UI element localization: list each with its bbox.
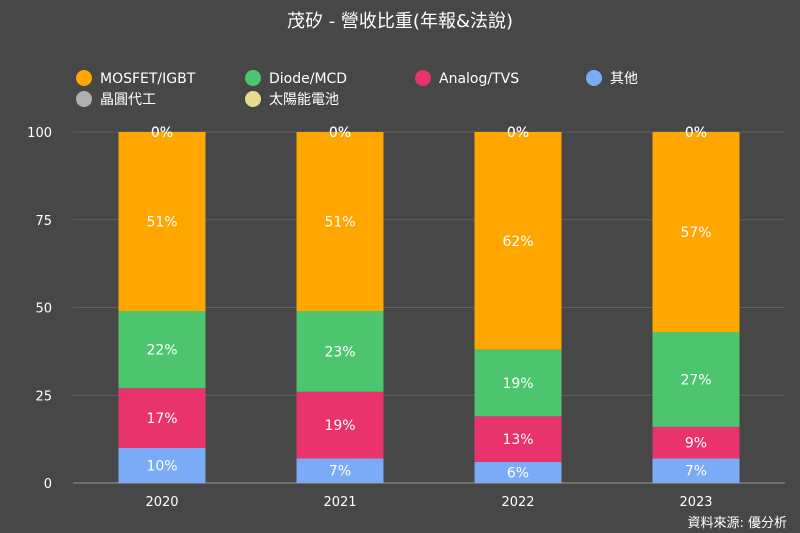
data-label-2020-diode-mcd: 22% (146, 343, 177, 359)
legend-marker-analog-tvs (415, 70, 431, 86)
legend-marker-太陽能電池 (245, 91, 261, 107)
data-label-2020-太陽能電池: 0% (151, 125, 173, 141)
y-tick-label-0: 0 (44, 477, 52, 492)
data-label-2023-mosfet-igbt: 57% (680, 225, 711, 241)
y-tick-label-25: 25 (35, 389, 52, 404)
legend-label-analog-tvs: Analog/TVS (439, 71, 519, 87)
bar-2020-mosfet-igbt (118, 132, 206, 312)
data-label-2022-diode-mcd: 19% (502, 376, 533, 392)
bar-2023-diode-mcd (652, 332, 740, 427)
data-label-2022-晶圓代工: 0% (507, 125, 529, 141)
data-label-2022-太陽能電池: 0% (507, 125, 529, 141)
bar-2020-diode-mcd (118, 311, 206, 389)
data-label-2023-太陽能電池: 0% (685, 125, 707, 141)
legend-label-diode-mcd: Diode/MCD (269, 71, 347, 87)
data-label-2022-mosfet-igbt: 62% (502, 234, 533, 250)
data-label-2020-晶圓代工: 0% (151, 125, 173, 141)
bar-2021-diode-mcd (296, 311, 384, 392)
bar-2022-mosfet-igbt (474, 132, 562, 350)
x-tick-label-2022: 2022 (501, 495, 534, 510)
data-label-2021-analog-tvs: 19% (324, 418, 355, 434)
legend-label-其他: 其他 (610, 71, 638, 87)
x-tick-label-2023: 2023 (679, 495, 712, 510)
legend-label-太陽能電池: 太陽能電池 (269, 92, 339, 108)
legend-marker-晶圓代工 (76, 91, 92, 107)
x-tick-label-2021: 2021 (323, 495, 356, 510)
bar-2023-其他 (652, 458, 740, 483)
data-label-2020-其他: 10% (146, 458, 177, 474)
legend-marker-其他 (586, 70, 602, 86)
y-tick-label-75: 75 (35, 214, 52, 229)
legend-label-晶圓代工: 晶圓代工 (100, 92, 156, 108)
bar-2020-其他 (118, 447, 206, 483)
data-label-2021-mosfet-igbt: 51% (324, 215, 355, 231)
chart-title: 茂矽 - 營收比重(年報&法說) (287, 11, 513, 32)
legend-marker-diode-mcd (245, 70, 261, 86)
bar-2021-analog-tvs (296, 391, 384, 459)
data-label-2022-analog-tvs: 13% (502, 432, 533, 448)
bar-2022-其他 (474, 461, 562, 483)
y-tick-label-50: 50 (35, 302, 52, 317)
x-tick-label-2020: 2020 (145, 495, 178, 510)
data-label-2023-其他: 7% (685, 464, 707, 480)
legend-marker-mosfet-igbt (76, 70, 92, 86)
bar-2021-mosfet-igbt (296, 132, 384, 312)
data-label-2020-analog-tvs: 17% (146, 411, 177, 427)
data-label-2021-其他: 7% (329, 464, 351, 480)
legend-label-mosfet-igbt: MOSFET/IGBT (100, 71, 196, 87)
x-axis: 2020 2021 2022 2023 (145, 495, 712, 510)
bar-2022-diode-mcd (474, 349, 562, 417)
data-label-2021-diode-mcd: 23% (324, 344, 355, 360)
y-tick-label-100: 100 (27, 126, 52, 141)
bar-2021-其他 (296, 458, 384, 483)
source-note: 資料來源: 優分析 (687, 516, 787, 531)
data-label-2023-analog-tvs: 9% (685, 436, 707, 452)
bar-2023-mosfet-igbt (652, 132, 740, 333)
data-label-2022-其他: 6% (507, 465, 529, 481)
bar-2022-analog-tvs (474, 416, 562, 462)
data-label-2023-晶圓代工: 0% (685, 125, 707, 141)
bar-2023-analog-tvs (652, 426, 740, 459)
data-label-2020-mosfet-igbt: 51% (146, 215, 177, 231)
bars: 10% 17% 22% 51% 0% 0% 7% 19% 23% 51% 0% 0% 6% 13% 19% 6… (118, 125, 740, 483)
bar-2020-analog-tvs (118, 388, 206, 448)
data-label-2021-太陽能電池: 0% (329, 125, 351, 141)
data-label-2023-diode-mcd: 27% (680, 372, 711, 388)
y-axis: 0 25 50 75 100 (27, 126, 52, 492)
data-label-2021-晶圓代工: 0% (329, 125, 351, 141)
